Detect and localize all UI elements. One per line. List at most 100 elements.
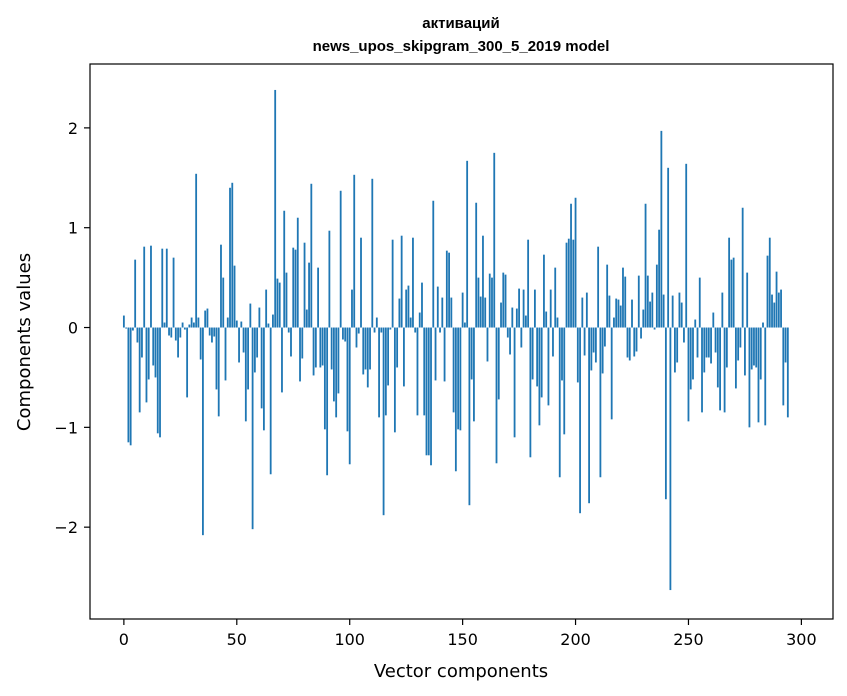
bar-26	[181, 322, 184, 328]
bar-37	[206, 308, 209, 328]
bar-138	[434, 327, 437, 381]
bar-174	[515, 308, 518, 328]
bar-83	[310, 183, 313, 328]
bar-77	[296, 217, 299, 328]
bar-294	[786, 327, 789, 418]
bar-244	[674, 327, 676, 373]
bar-162	[488, 273, 491, 328]
bar-122	[398, 298, 401, 328]
bar-67	[274, 89, 277, 328]
bar-200	[574, 197, 577, 328]
bar-181	[531, 327, 534, 380]
bar-59	[256, 327, 259, 358]
bar-151	[463, 322, 466, 328]
bar-100	[348, 327, 351, 465]
plot-frame	[89, 63, 834, 620]
y-tick-label-4: 2	[68, 119, 78, 138]
bar-169	[504, 274, 507, 328]
bar-152	[466, 160, 469, 328]
bar-222	[624, 276, 627, 328]
bar-21	[170, 327, 173, 338]
bar-154	[470, 327, 473, 380]
bar-259	[707, 327, 710, 358]
bar-238	[660, 130, 663, 328]
bar-55	[247, 327, 249, 390]
bar-164	[493, 152, 496, 328]
bar-268	[728, 237, 731, 328]
bar-175	[518, 288, 520, 328]
chart-title-line-1: активаций	[422, 15, 499, 32]
bar-254	[696, 327, 699, 358]
bar-126	[407, 285, 410, 328]
bar-265	[721, 292, 724, 328]
bar-150	[461, 292, 464, 328]
bar-136	[430, 327, 432, 466]
bar-235	[653, 327, 656, 330]
bar-52	[240, 321, 243, 328]
bar-39	[211, 327, 213, 343]
bar-118	[389, 327, 392, 330]
bar-7	[138, 327, 141, 413]
bar-94	[335, 327, 338, 418]
bar-48	[231, 182, 234, 328]
bar-62	[262, 327, 265, 431]
bar-220	[619, 305, 622, 328]
bar-239	[662, 294, 665, 328]
bar-277	[748, 327, 751, 428]
bar-242	[669, 327, 672, 591]
bar-71	[283, 210, 286, 328]
bar-53	[242, 327, 245, 353]
bar-88	[321, 327, 324, 366]
x-tick-label-6: 300	[786, 630, 817, 649]
bar-237	[658, 229, 661, 328]
bar-149	[459, 327, 462, 431]
bar-173	[513, 327, 516, 438]
bar-34	[199, 327, 202, 360]
bar-103	[355, 327, 358, 348]
bar-216	[610, 327, 613, 420]
bar-248	[683, 327, 685, 343]
bar-280	[755, 327, 758, 368]
bar-232	[646, 275, 649, 328]
bar-260	[710, 327, 712, 364]
bar-225	[631, 299, 633, 328]
bar-159	[482, 235, 484, 328]
bar-72	[285, 272, 288, 328]
bar-272	[737, 327, 740, 361]
bar-137	[432, 200, 435, 328]
bar-12	[150, 245, 152, 328]
bar-166	[497, 327, 500, 400]
bar-141	[441, 297, 444, 328]
bar-89	[323, 327, 326, 430]
bar-285	[766, 255, 769, 328]
bar-91	[328, 230, 331, 328]
bar-81	[305, 309, 308, 328]
bar-176	[520, 327, 523, 348]
bar-44	[222, 277, 225, 328]
bar-289	[775, 271, 778, 328]
bar-31	[192, 322, 195, 328]
bar-146	[452, 327, 455, 413]
bar-2	[127, 327, 130, 443]
bar-165	[495, 327, 498, 464]
bar-115	[382, 327, 385, 516]
bar-10	[145, 327, 148, 403]
bar-210	[597, 246, 600, 328]
bar-46	[226, 317, 229, 328]
bar-17	[161, 248, 164, 328]
bar-207	[590, 327, 593, 371]
bar-224	[628, 327, 631, 361]
bar-140	[439, 327, 441, 333]
bar-147	[454, 327, 457, 472]
bar-178	[524, 315, 527, 328]
bar-58	[253, 327, 256, 373]
bar-278	[750, 327, 753, 370]
bar-40	[213, 327, 216, 337]
bar-3	[129, 327, 132, 446]
bar-240	[664, 327, 667, 500]
bar-198	[570, 203, 572, 328]
bar-9	[143, 246, 146, 328]
bar-214	[606, 264, 609, 328]
bar-273	[739, 327, 742, 348]
bar-61	[260, 327, 263, 409]
